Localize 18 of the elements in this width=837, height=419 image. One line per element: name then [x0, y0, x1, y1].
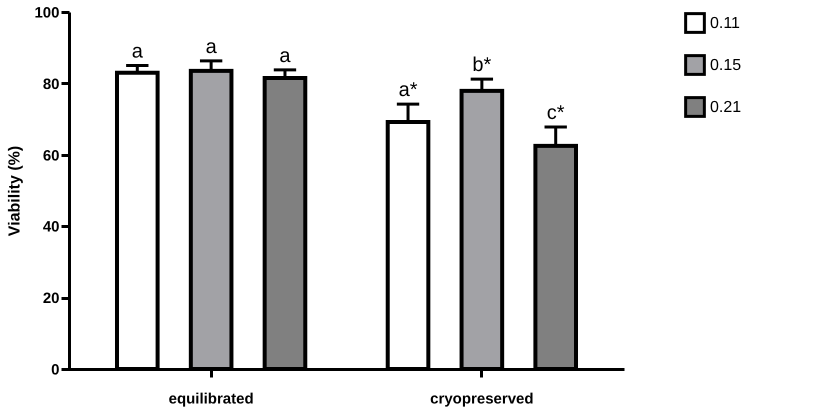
y-axis-title: Viability (%)	[6, 146, 24, 236]
annotation: a*	[398, 79, 418, 102]
y-tick-label: 80	[42, 76, 60, 93]
y-tick-label: 0	[51, 362, 60, 378]
annotation: b*	[472, 54, 492, 76]
annotation: c*	[546, 102, 565, 124]
y-tick-label: 60	[42, 147, 60, 164]
annotation: a	[206, 36, 218, 58]
legend-label: 0.11	[710, 15, 740, 32]
y-tick-label: 40	[42, 218, 60, 236]
y-tick-label: 20	[42, 290, 60, 308]
x-tick-label: cryopreserved	[430, 390, 534, 408]
legend-label: 0.21	[710, 99, 742, 116]
annotation: a	[279, 44, 292, 67]
y-tick-label: 100	[34, 4, 60, 22]
x-tick-label: equilibrated	[168, 390, 254, 408]
annotation: a	[132, 40, 144, 63]
legend-label: 0.15	[710, 57, 742, 74]
